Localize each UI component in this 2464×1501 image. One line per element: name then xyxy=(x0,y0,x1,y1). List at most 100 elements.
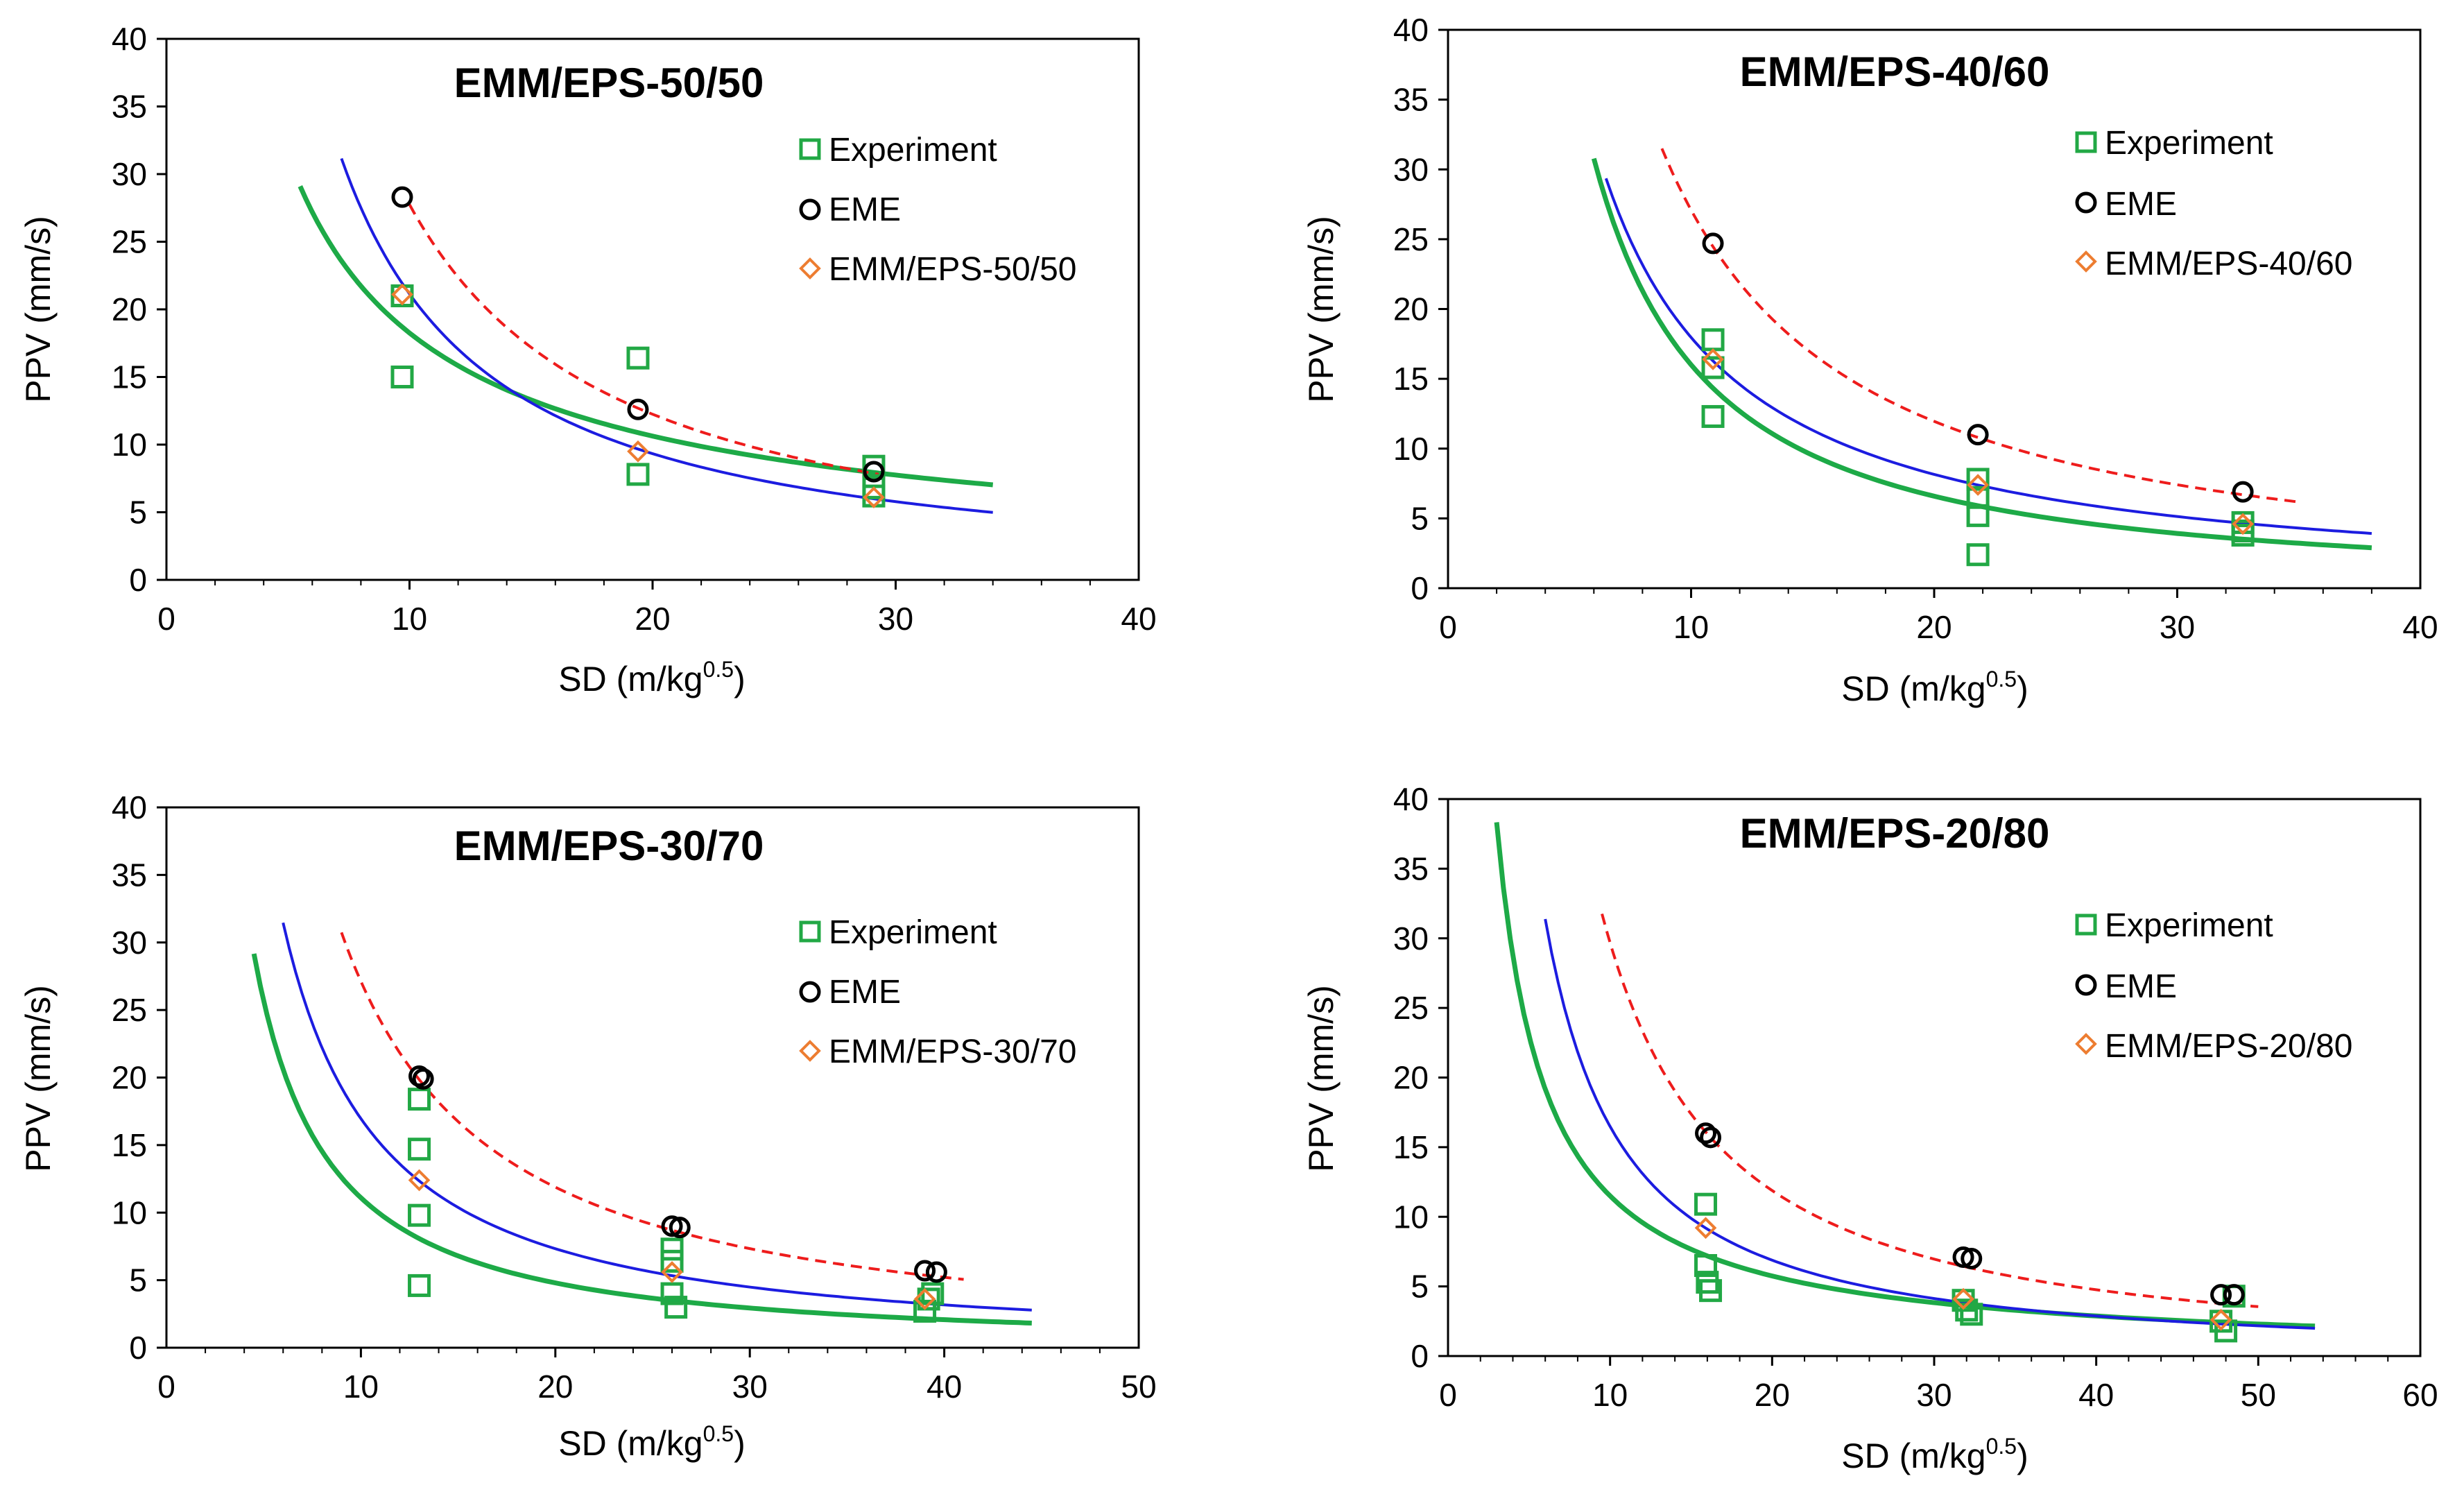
x-tick-label: 0 xyxy=(157,1369,175,1405)
model-point xyxy=(391,283,413,306)
x-tick-label: 40 xyxy=(2402,609,2438,645)
y-tick-label: 5 xyxy=(1411,500,1429,536)
y-tick-label: 0 xyxy=(129,562,147,598)
legend-eme-marker xyxy=(2075,191,2097,214)
data-points xyxy=(390,186,886,508)
model-point xyxy=(1967,474,1989,496)
y-tick-label: 30 xyxy=(1393,151,1429,187)
eme-point xyxy=(1967,424,1989,446)
fit-curve-red xyxy=(408,203,879,476)
y-tick-label: 25 xyxy=(112,992,147,1028)
eme-point xyxy=(661,1215,683,1237)
y-tick-label: 0 xyxy=(1411,570,1429,606)
legend-model-label: EMM/EPS-50/50 xyxy=(829,251,1076,288)
x-tick-label: 20 xyxy=(1916,609,1952,645)
fit-curves xyxy=(251,922,1032,1326)
x-tick-label: 30 xyxy=(1916,1377,1952,1413)
y-tick-labels: 0 5 10 15 20 25 30 35 40 xyxy=(1393,781,1448,1374)
model-point xyxy=(1702,348,1724,370)
eme-point xyxy=(1961,1247,1983,1269)
legend-experiment-label: Experiment xyxy=(829,132,997,169)
x-tick-label: 20 xyxy=(537,1369,573,1405)
model-point xyxy=(913,1288,936,1310)
experiment-point xyxy=(660,1282,684,1305)
experiment-point xyxy=(1701,328,1725,352)
y-tick-label: 10 xyxy=(1393,431,1429,467)
panel-title: EMM/EPS-50/50 xyxy=(454,60,764,106)
y-tick-labels: 0 5 10 15 20 25 30 35 40 xyxy=(1393,12,1448,606)
legend-eme-marker xyxy=(2075,974,2097,996)
model-point xyxy=(1952,1287,1974,1310)
y-tick-label: 30 xyxy=(112,156,147,192)
plot-frame xyxy=(1447,28,2422,590)
experiment-point xyxy=(1966,543,1990,567)
y-tick-label: 20 xyxy=(112,1060,147,1096)
legend-model-marker xyxy=(2075,250,2097,273)
x-tick-label: 20 xyxy=(635,601,670,637)
x-axis-label: SD (m/kg0.5) xyxy=(558,657,746,698)
experiment-point xyxy=(626,346,650,370)
experiment-point xyxy=(1955,1298,1979,1322)
fit-curve-green xyxy=(251,953,1032,1326)
y-tick-label: 20 xyxy=(1393,1060,1429,1096)
panel-title: EMM/EPS-40/60 xyxy=(1740,49,2050,95)
y-tick-labels: 0 5 10 15 20 25 30 35 40 xyxy=(112,789,166,1366)
y-tick-label: 30 xyxy=(112,925,147,961)
experiment-point xyxy=(1701,356,1725,379)
x-tick-label: 40 xyxy=(927,1369,962,1405)
y-tick-label: 5 xyxy=(129,495,147,531)
y-tick-label: 35 xyxy=(1393,82,1429,118)
y-tick-labels: 0 5 10 15 20 25 30 35 40 xyxy=(112,21,166,598)
fit-curve-red xyxy=(1660,148,2300,504)
x-tick-label: 0 xyxy=(1439,1377,1457,1413)
y-tick-label: 20 xyxy=(1393,291,1429,327)
model-point xyxy=(863,486,885,508)
experiment-point xyxy=(2231,524,2255,547)
fit-curve-blue xyxy=(1544,918,2316,1330)
experiment-point xyxy=(408,1273,431,1297)
experiment-point xyxy=(626,463,650,486)
y-tick-label: 25 xyxy=(1393,990,1429,1026)
eme-point xyxy=(1952,1246,1974,1268)
legend: Experiment EME EMM/EPS-30/70 xyxy=(799,914,1076,1070)
legend-model-marker xyxy=(799,257,821,280)
x-tick-label: 0 xyxy=(157,601,175,637)
y-tick-label: 15 xyxy=(1393,361,1429,397)
x-tick-label: 30 xyxy=(2160,609,2195,645)
x-tick-label: 40 xyxy=(1121,601,1156,637)
legend-experiment-label: Experiment xyxy=(2105,125,2273,162)
legend-experiment-marker xyxy=(799,920,821,943)
eme-point xyxy=(2210,1284,2232,1306)
legend-eme-label: EME xyxy=(829,974,901,1011)
panel-2: EMM/EPS-40/60 PPV (mm/s) SD (m/kg0.5) 0 1… xyxy=(1302,12,2438,708)
x-tick-label: 30 xyxy=(732,1369,768,1405)
legend-eme-marker xyxy=(799,198,821,221)
plot-frame xyxy=(1447,798,2422,1357)
panel-1: EMM/EPS-50/50 PPV (mm/s) SD (m/kg0.5) 0 1… xyxy=(19,21,1157,698)
experiment-point xyxy=(1694,1192,1718,1216)
legend-experiment-label: Experiment xyxy=(2105,907,2273,944)
experiment-point xyxy=(913,1299,937,1323)
x-tick-label: 10 xyxy=(1673,609,1709,645)
fit-curve-red xyxy=(1601,913,2259,1308)
eme-point xyxy=(2223,1284,2245,1306)
legend-eme-marker xyxy=(799,981,821,1003)
y-axis-label: PPV (mm/s) xyxy=(19,985,58,1172)
eme-point xyxy=(863,461,885,483)
x-tick-labels: 0 10 20 30 40 50 xyxy=(157,1348,1157,1405)
model-point xyxy=(2209,1308,2232,1331)
fit-curve-red xyxy=(340,932,964,1281)
y-tick-label: 25 xyxy=(1393,221,1429,257)
x-axis-label: SD (m/kg0.5) xyxy=(1841,667,2028,708)
x-tick-labels: 0 10 20 30 40 xyxy=(1439,588,2438,645)
x-tick-label: 50 xyxy=(1121,1369,1156,1405)
y-tick-label: 15 xyxy=(112,1127,147,1163)
x-tick-label: 10 xyxy=(1592,1377,1628,1413)
x-tick-labels: 0 10 20 30 40 50 60 xyxy=(1439,1356,2438,1413)
legend-experiment-marker xyxy=(2075,914,2097,936)
panel-title: EMM/EPS-20/80 xyxy=(1740,810,2050,857)
y-tick-label: 35 xyxy=(112,857,147,893)
legend-model-label: EMM/EPS-20/80 xyxy=(2105,1028,2352,1065)
y-tick-label: 35 xyxy=(112,89,147,125)
